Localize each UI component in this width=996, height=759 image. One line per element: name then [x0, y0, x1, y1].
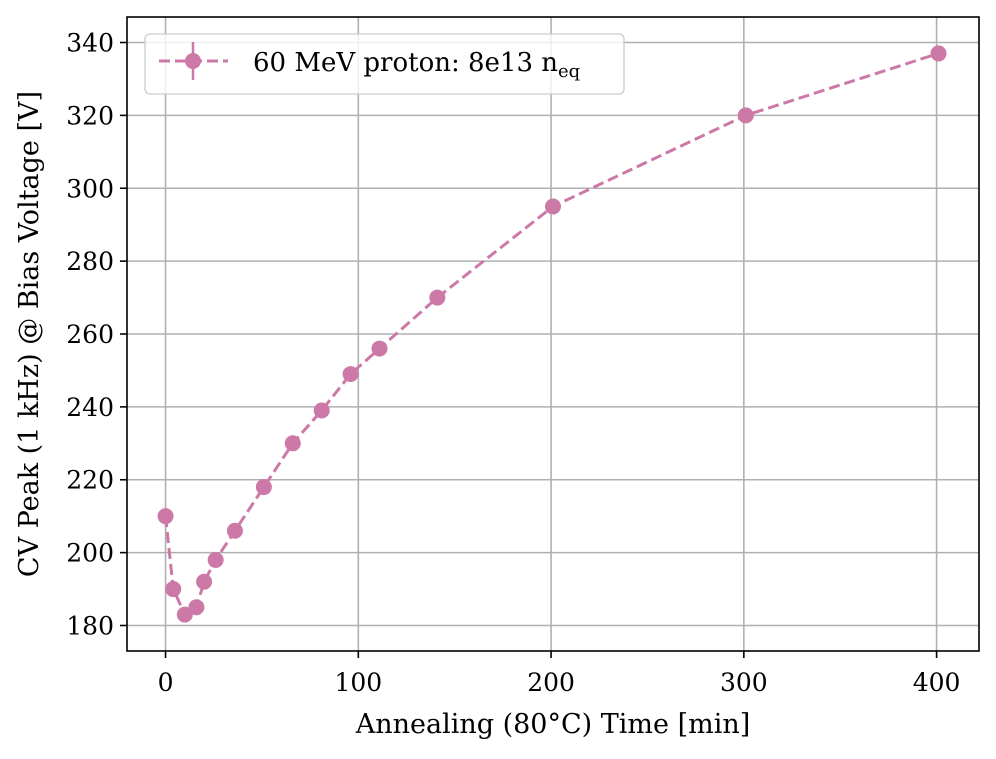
data-point: [176, 606, 193, 623]
y-tick-label: 240: [66, 393, 114, 422]
legend-entry-subscript: eq: [558, 61, 580, 82]
data-point: [313, 402, 330, 419]
data-point: [284, 435, 301, 452]
data-point: [371, 340, 388, 357]
data-point: [930, 45, 947, 62]
y-axis-label: CV Peak (1 kHz) @ Bias Voltage [V]: [14, 91, 45, 577]
x-tick-label: 400: [913, 668, 961, 697]
y-tick-label: 300: [66, 174, 114, 203]
legend-marker-sample: [185, 53, 201, 69]
data-point: [207, 551, 224, 568]
y-tick-label: 180: [66, 611, 114, 640]
data-point: [342, 366, 359, 383]
data-point: [226, 522, 243, 539]
x-tick-label: 0: [158, 668, 174, 697]
data-point: [196, 573, 213, 590]
series-layer: [157, 45, 947, 623]
x-tick-label: 200: [527, 668, 575, 697]
data-point: [255, 479, 272, 496]
x-axis-label: Annealing (80°C) Time [min]: [355, 709, 751, 740]
svg-text:60 MeV proton: 8e13 neq: 60 MeV proton: 8e13 neq: [253, 48, 580, 82]
legend-entry-label: 60 MeV proton: 8e13 n: [253, 48, 558, 78]
y-tick-label: 340: [66, 29, 114, 58]
data-point: [545, 198, 561, 215]
axis-ticks: 0 100 200 300 400 180 200 220 240 260 280 300 320 340: [66, 29, 960, 697]
grid-lines: [127, 17, 979, 651]
y-tick-label: 200: [66, 539, 114, 568]
series-line: [164, 52, 939, 617]
y-tick-label: 320: [66, 101, 114, 130]
y-tick-label: 220: [66, 466, 114, 495]
y-tick-label: 280: [66, 247, 114, 276]
y-tick-label: 260: [66, 320, 114, 349]
legend: 60 MeV proton: 8e13 neq: [144, 33, 625, 95]
x-tick-label: 100: [334, 668, 382, 697]
legend-box: [144, 33, 625, 95]
data-point: [188, 599, 205, 616]
x-tick-label: 300: [720, 668, 768, 697]
data-point: [429, 289, 446, 306]
data-point: [157, 508, 174, 525]
data-point: [737, 107, 754, 124]
data-point: [165, 581, 182, 598]
